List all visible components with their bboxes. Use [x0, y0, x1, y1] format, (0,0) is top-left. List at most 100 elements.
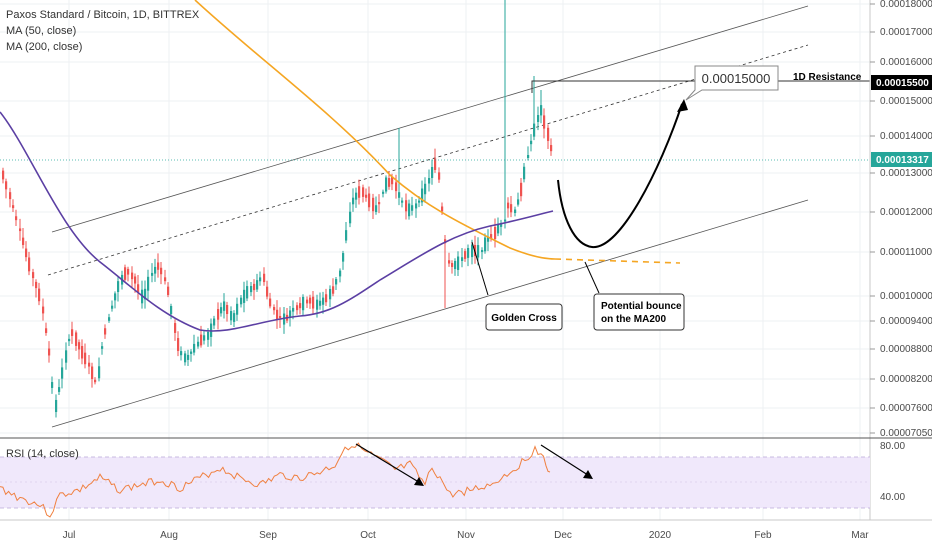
time-tick-label: Mar: [851, 530, 869, 541]
target-price-label: 0.00015000: [702, 71, 771, 86]
time-axis: Jul Aug Sep Oct Nov Dec 2020 Feb Mar: [63, 530, 870, 541]
candle-body: [292, 307, 295, 312]
price-tick-label: 0.00007050: [880, 428, 932, 439]
bounce-pointer: [584, 261, 600, 294]
candle-body: [517, 199, 520, 205]
candle-body: [319, 300, 322, 306]
candle-body: [296, 305, 299, 311]
candle-body: [197, 341, 200, 347]
candle-body: [266, 286, 269, 297]
candle-body: [65, 350, 68, 363]
candle-body: [289, 310, 292, 317]
candle-body: [306, 299, 309, 304]
candle-body: [167, 286, 170, 295]
candle-body: [35, 281, 38, 289]
candle-body: [322, 297, 325, 305]
candle-body: [81, 346, 84, 359]
candle-body: [523, 166, 526, 180]
channel-upper-line: [51, 5, 809, 233]
candle-body: [104, 328, 107, 335]
candle-body: [457, 256, 460, 270]
trend-channel: [47, 5, 809, 428]
candle-body: [68, 338, 71, 342]
candle-body: [339, 270, 342, 277]
candle-body: [28, 257, 31, 272]
candle-body: [15, 216, 18, 221]
candle-body: [316, 299, 319, 310]
candle-body: [520, 182, 523, 197]
candle-body: [484, 237, 487, 252]
candle-body: [88, 362, 91, 367]
time-tick-label: 2020: [649, 530, 672, 541]
candle-body: [464, 251, 467, 259]
candle-body: [325, 294, 328, 303]
candle-body: [345, 230, 348, 241]
candle-body: [131, 272, 134, 280]
candle-body: [362, 187, 365, 197]
rsi-divergence-arrow-2: [540, 444, 592, 478]
rsi-line: [0, 442, 551, 518]
candle-body: [220, 307, 223, 314]
rsi-divergence-arrowhead-2: [583, 470, 593, 479]
candle-body: [527, 155, 530, 158]
candle-body: [537, 115, 540, 122]
candle-body: [32, 272, 35, 279]
candle-body: [444, 239, 447, 244]
candle-body: [547, 127, 550, 141]
candle-body: [256, 280, 259, 290]
candle-body: [349, 211, 352, 224]
candle-body: [200, 334, 203, 346]
price-tick-label: 0.00010000: [880, 291, 932, 302]
candle-body: [424, 183, 427, 195]
candle-body: [279, 315, 282, 319]
time-tick-label: Feb: [754, 530, 772, 541]
candle-body: [240, 297, 243, 305]
candle-body: [543, 115, 546, 129]
candle-body: [91, 366, 94, 379]
candle-body: [233, 313, 236, 322]
rsi-band: [0, 457, 870, 508]
time-tick-label: Jul: [63, 530, 76, 541]
time-tick-label: Nov: [457, 530, 475, 541]
candle-body: [533, 123, 536, 137]
candle-body: [2, 170, 5, 180]
price-tick-label: 0.00008800: [880, 344, 932, 355]
candle-body: [246, 286, 249, 299]
candle-body: [411, 205, 414, 211]
candle-body: [190, 351, 193, 354]
candle-body: [438, 172, 441, 180]
candle-body: [160, 267, 163, 275]
candle-body: [193, 343, 196, 353]
bounce-label-line1: Potential bounce: [601, 301, 682, 312]
candle-body: [302, 296, 305, 311]
rsi-divergence-arrow-1: [355, 443, 423, 485]
candle-body: [151, 272, 154, 276]
current-price-label: 0.00013317: [876, 155, 929, 166]
candle-body: [405, 200, 408, 212]
candle-body: [365, 194, 368, 198]
candle-body: [375, 205, 378, 213]
candle-body: [385, 177, 388, 192]
candle-body: [497, 224, 500, 234]
candle-body: [378, 202, 381, 205]
candle-body: [355, 192, 358, 200]
candle-body: [127, 268, 130, 275]
candle-body: [5, 181, 8, 190]
target-price-callout: 0.00015000: [685, 65, 779, 101]
candle-body: [507, 202, 510, 209]
legend-ma50: MA (50, close): [6, 25, 76, 37]
candle-body: [461, 257, 464, 262]
candle-body: [108, 317, 111, 321]
price-tick-label: 0.00009400: [880, 316, 932, 327]
resistance-price-marker: [871, 75, 932, 90]
candle-body: [299, 303, 302, 309]
candle-body: [431, 167, 434, 178]
candle-body: [332, 286, 335, 294]
candle-body: [276, 309, 279, 320]
candle-body: [540, 105, 543, 116]
candle-body: [550, 145, 553, 152]
candle-body: [114, 293, 117, 301]
candle-body: [223, 301, 226, 311]
price-tick-label: 0.00013000: [880, 168, 932, 179]
candle-body: [48, 348, 51, 356]
